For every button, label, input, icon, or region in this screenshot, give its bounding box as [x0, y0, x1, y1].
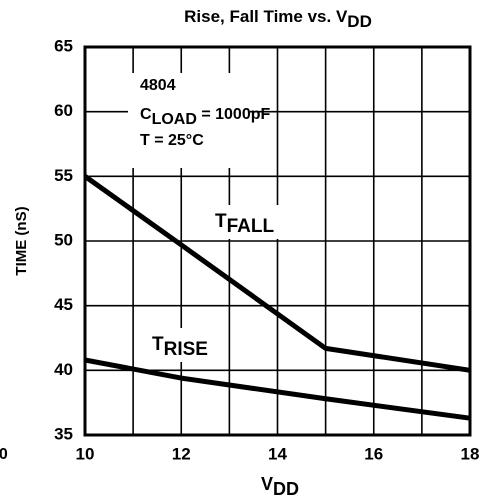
label-bg	[145, 328, 227, 362]
chart-title-main: Rise, Fall Time vs. V	[184, 7, 348, 26]
annotation-rest: = 1000pF	[197, 106, 271, 123]
annotation: CLOAD = 1000pF	[140, 106, 270, 128]
annotation-main: T = 25°C	[140, 132, 204, 149]
data-line	[84, 357, 471, 421]
plot-frame	[83, 45, 472, 437]
x-tick-label: 12	[172, 444, 191, 463]
x-axis-label-sub: DD	[273, 479, 299, 499]
y-tick-label: 35	[54, 424, 73, 443]
annotation: TRISE	[152, 334, 208, 360]
y-tick-label: 55	[54, 166, 73, 185]
y-tick-label: 50	[54, 230, 73, 249]
legend-box	[128, 73, 250, 168]
annotation-main: C	[140, 106, 152, 123]
label-bg	[208, 205, 288, 239]
x-tick-label: 14	[268, 444, 287, 463]
y-axis-label: TIME (nS)	[13, 206, 30, 275]
annotation-main: 00	[0, 446, 8, 463]
annotation: 00	[0, 446, 8, 463]
data-line	[83, 174, 471, 373]
x-tick-label: 16	[364, 444, 383, 463]
x-axis-label: VDD	[261, 474, 299, 499]
chart-title: Rise, Fall Time vs. VDD	[184, 7, 372, 31]
y-tick-label: 45	[54, 295, 73, 314]
annotation-sub: RISE	[164, 339, 208, 360]
annotation-main: 4804	[140, 77, 176, 94]
y-tick-label: 40	[54, 360, 73, 379]
annotation-main: T	[215, 211, 227, 232]
annotation: TFALL	[215, 211, 274, 237]
annotation: T = 25°C	[140, 132, 204, 149]
y-tick-label: 60	[54, 101, 73, 120]
x-tick-label: 18	[461, 444, 480, 463]
y-tick-label: 65	[54, 36, 73, 55]
chart-title-sub: DD	[347, 12, 372, 31]
x-axis-label-main: V	[261, 474, 273, 494]
annotation: 4804	[140, 77, 176, 94]
annotation-sub: LOAD	[152, 111, 197, 128]
x-tick-label: 10	[76, 444, 95, 463]
annotation-sub: FALL	[227, 216, 275, 237]
annotation-main: T	[152, 334, 164, 355]
